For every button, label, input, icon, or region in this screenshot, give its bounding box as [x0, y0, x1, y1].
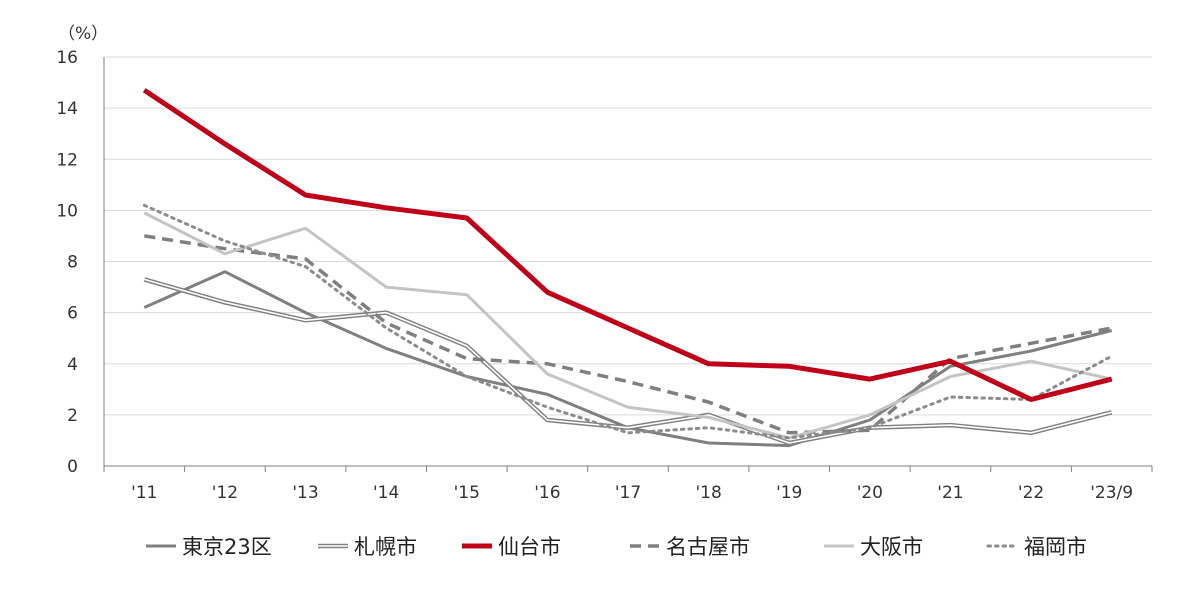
legend: 東京23区 札幌市 仙台市 名古屋市 大阪市 福岡市 — [146, 535, 1087, 559]
y-tick-label: 6 — [67, 304, 78, 324]
series-lines — [142, 88, 1114, 448]
x-tick-label: '23/9 — [1090, 483, 1133, 503]
x-tick-label: '19 — [776, 483, 802, 503]
x-tick-label: '16 — [534, 483, 560, 503]
y-tick-label: 14 — [56, 99, 78, 119]
series-line-1-inner — [144, 278, 1112, 444]
x-tick-label: '20 — [857, 483, 883, 503]
x-tick-label: '12 — [212, 483, 238, 503]
x-tick-label: '14 — [373, 483, 399, 503]
y-tick-label: 16 — [56, 48, 78, 68]
y-tick-label: 10 — [56, 201, 78, 221]
series-line-4 — [143, 211, 1113, 440]
legend-label: 福岡市 — [1024, 535, 1087, 559]
series-line-3 — [144, 234, 1113, 435]
y-tick-label: 12 — [56, 150, 78, 170]
x-tick-label: '18 — [695, 483, 721, 503]
legend-label: 仙台市 — [498, 535, 561, 559]
x-tick-label: '11 — [131, 483, 157, 503]
legend-label: 名古屋市 — [666, 535, 750, 559]
legend-label: 大阪市 — [860, 535, 923, 559]
legend-label: 札幌市 — [354, 535, 417, 559]
x-tick-label: '17 — [615, 483, 641, 503]
series-line-5 — [142, 203, 1114, 440]
x-tick-label: '13 — [292, 483, 318, 503]
series-line-0 — [143, 270, 1113, 448]
y-tick-label: 4 — [67, 355, 78, 375]
y-tick-label: 8 — [67, 253, 78, 273]
y-axis-unit-label: （%） — [58, 24, 108, 44]
y-tick-label: 2 — [67, 406, 78, 426]
legend-label: 東京23区 — [182, 535, 272, 559]
x-tick-label: '22 — [1018, 483, 1044, 503]
gridlines — [104, 56, 1152, 416]
x-tick-label: '21 — [937, 483, 963, 503]
series-line-2 — [142, 88, 1113, 402]
x-tick-label: '15 — [454, 483, 480, 503]
axes: 0 2 4 6 8 10 12 14 16 '11 '12 '13 '14 '15 '16 '17 '18 '19… — [56, 48, 1153, 503]
y-tick-label: 0 — [67, 457, 78, 477]
